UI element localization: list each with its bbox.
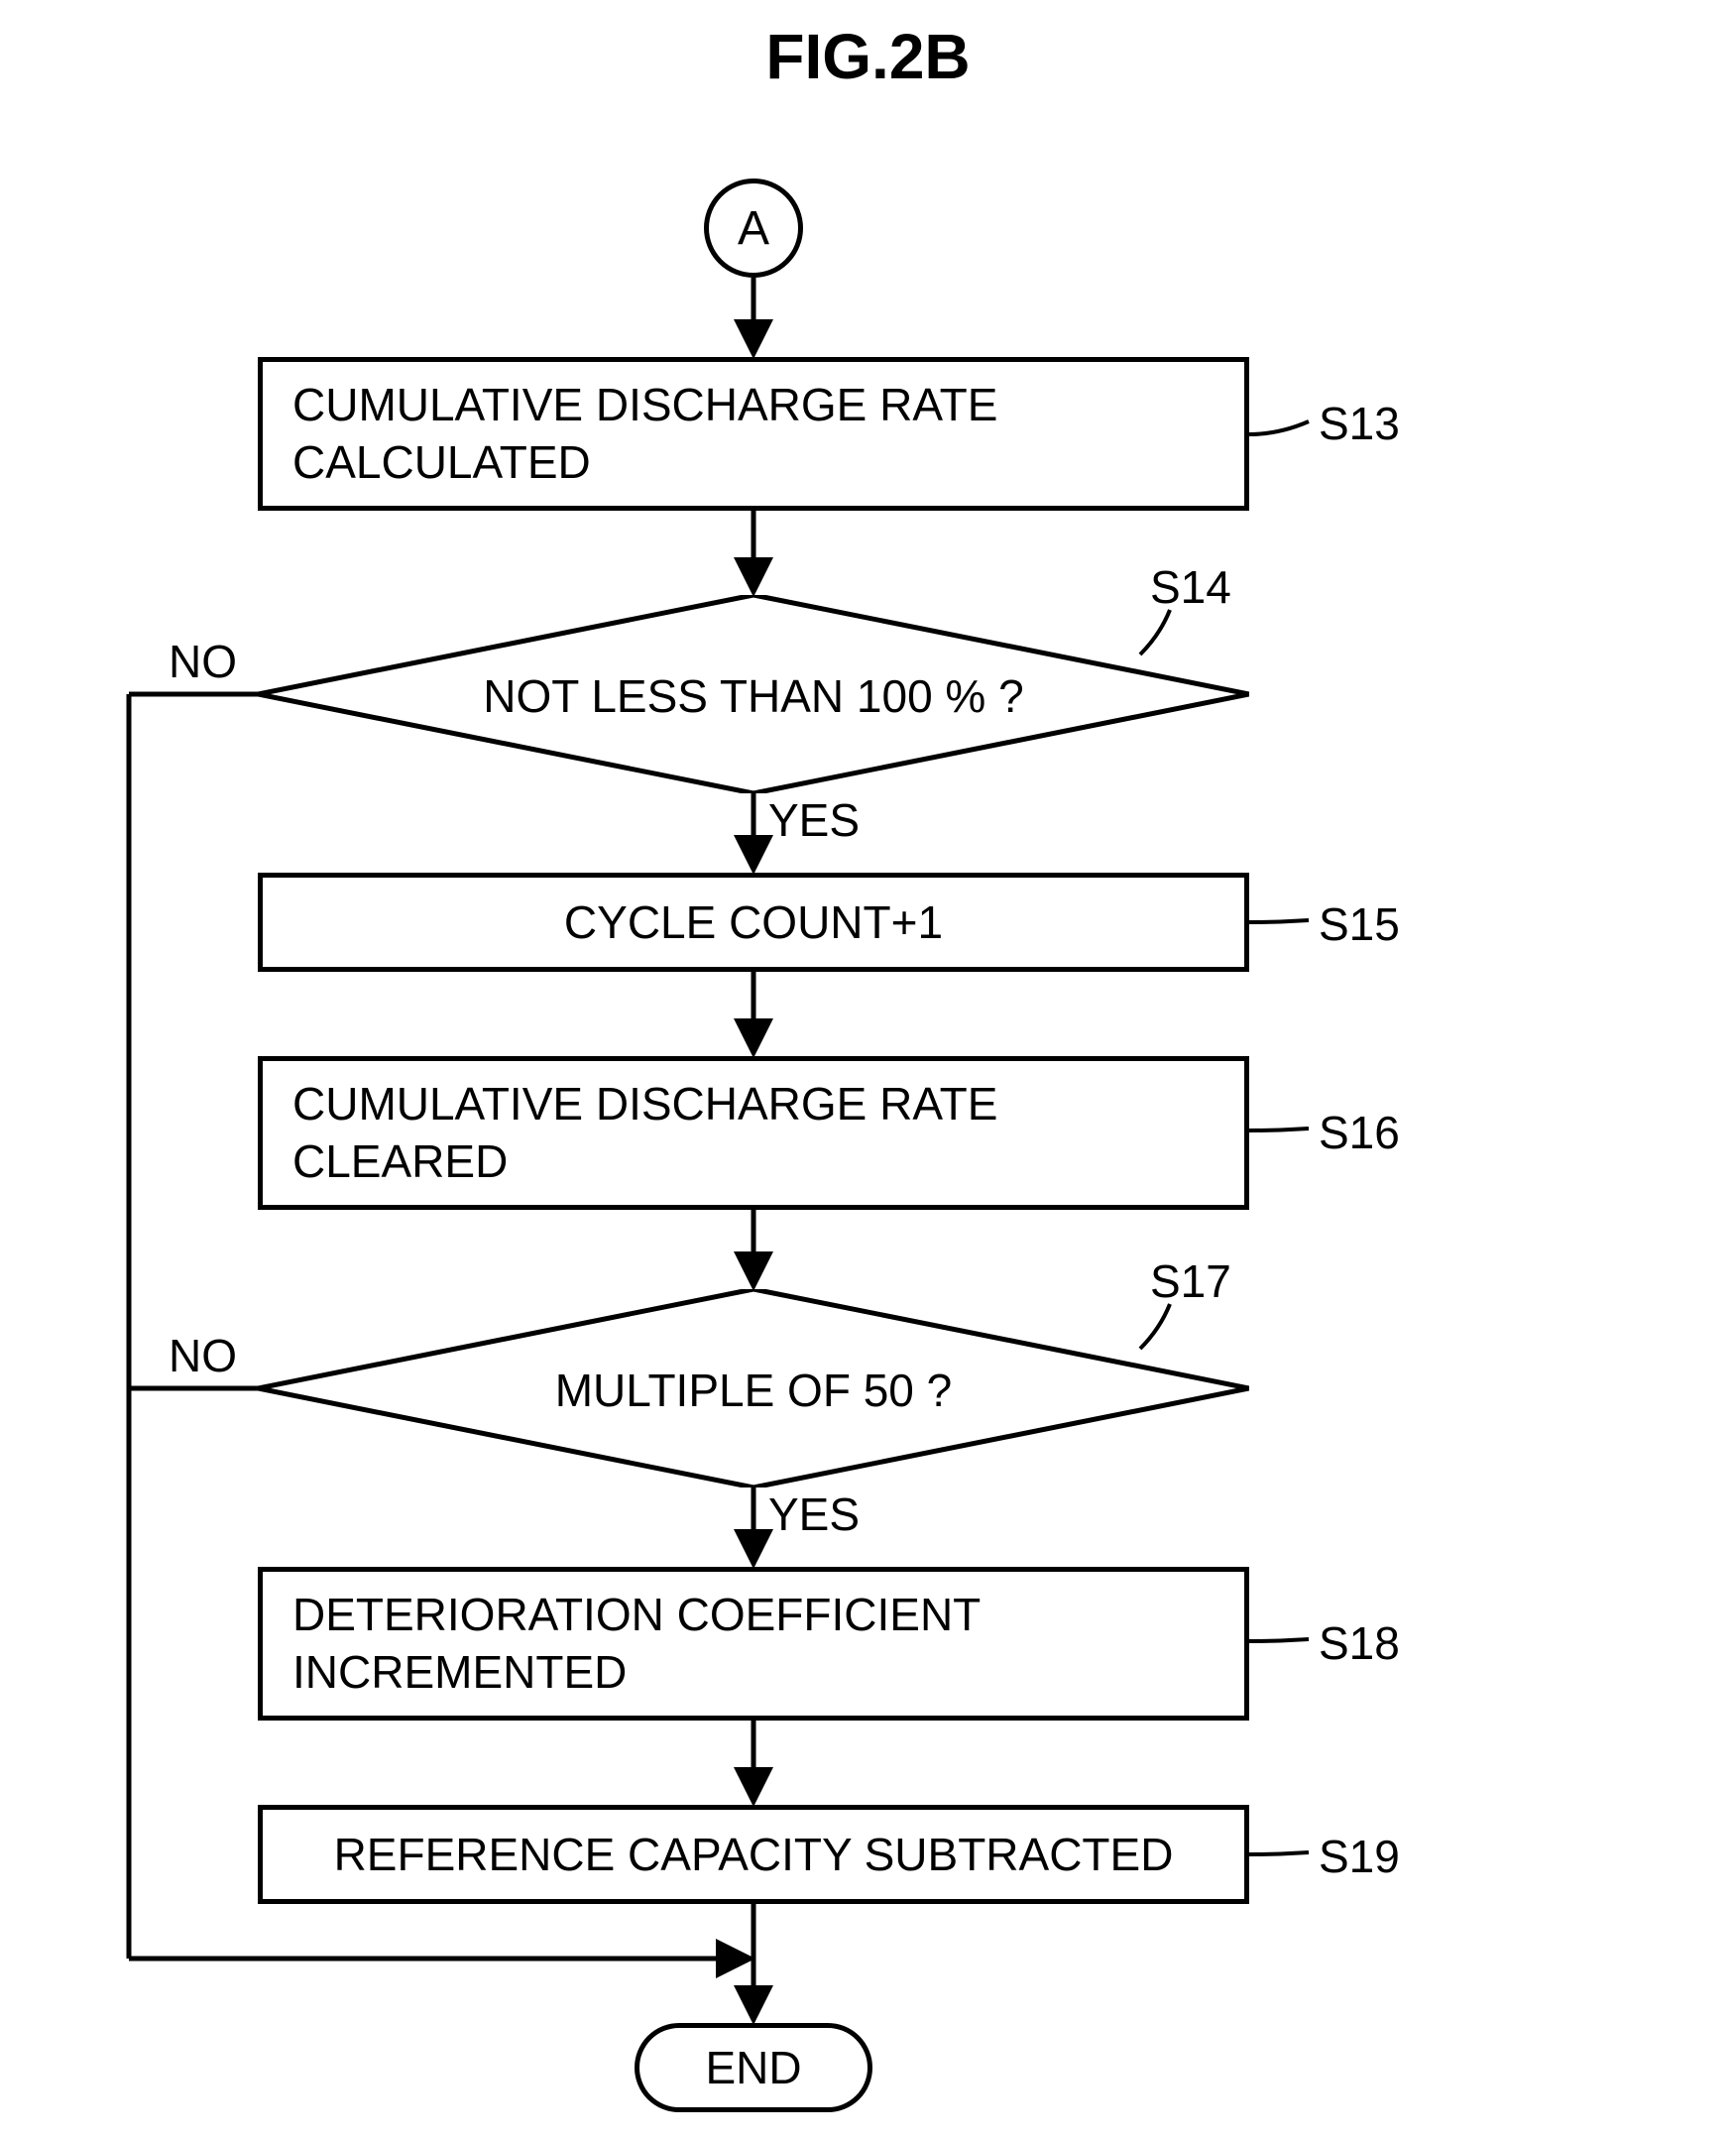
step-s19-id: S19 (1319, 1830, 1400, 1883)
branch-s14-no: NO (169, 635, 237, 688)
branch-s14-yes: YES (768, 793, 860, 847)
step-s18: DETERIORATION COEFFICIENT INCREMENTED (258, 1567, 1249, 1721)
decision-s17: MULTIPLE OF 50 ? (258, 1289, 1249, 1487)
step-s19: REFERENCE CAPACITY SUBTRACTED (258, 1805, 1249, 1904)
step-s19-text: REFERENCE CAPACITY SUBTRACTED (334, 1828, 1174, 1881)
terminator-end-text: END (705, 2041, 801, 2094)
connector-a: A (704, 178, 803, 278)
step-s16-id: S16 (1319, 1106, 1400, 1159)
connector-label: A (738, 201, 769, 256)
step-s17-id: S17 (1150, 1254, 1231, 1308)
step-s15: CYCLE COUNT+1 (258, 873, 1249, 972)
figure-title: FIG.2B (0, 20, 1736, 93)
branch-s17-no: NO (169, 1329, 237, 1382)
step-s15-text: CYCLE COUNT+1 (564, 895, 943, 949)
terminator-end: END (635, 2023, 872, 2112)
step-s18-id: S18 (1319, 1616, 1400, 1670)
step-s13: CUMULATIVE DISCHARGE RATE CALCULATED (258, 357, 1249, 511)
decision-s17-text: MULTIPLE OF 50 ? (258, 1364, 1249, 1417)
step-s15-id: S15 (1319, 897, 1400, 951)
step-s16: CUMULATIVE DISCHARGE RATE CLEARED (258, 1056, 1249, 1210)
step-s18-text: DETERIORATION COEFFICIENT INCREMENTED (292, 1587, 1215, 1701)
step-s16-text: CUMULATIVE DISCHARGE RATE CLEARED (292, 1076, 1215, 1190)
decision-s14-text: NOT LESS THAN 100 % ? (258, 669, 1249, 723)
step-s13-id: S13 (1319, 397, 1400, 450)
decision-s14: NOT LESS THAN 100 % ? (258, 595, 1249, 793)
branch-s17-yes: YES (768, 1487, 860, 1541)
step-s13-text: CUMULATIVE DISCHARGE RATE CALCULATED (292, 377, 1215, 491)
flowchart-canvas: FIG.2B A CUMULATIVE DISCHARGE RATE CALCU… (0, 0, 1736, 2141)
step-s14-id: S14 (1150, 560, 1231, 614)
